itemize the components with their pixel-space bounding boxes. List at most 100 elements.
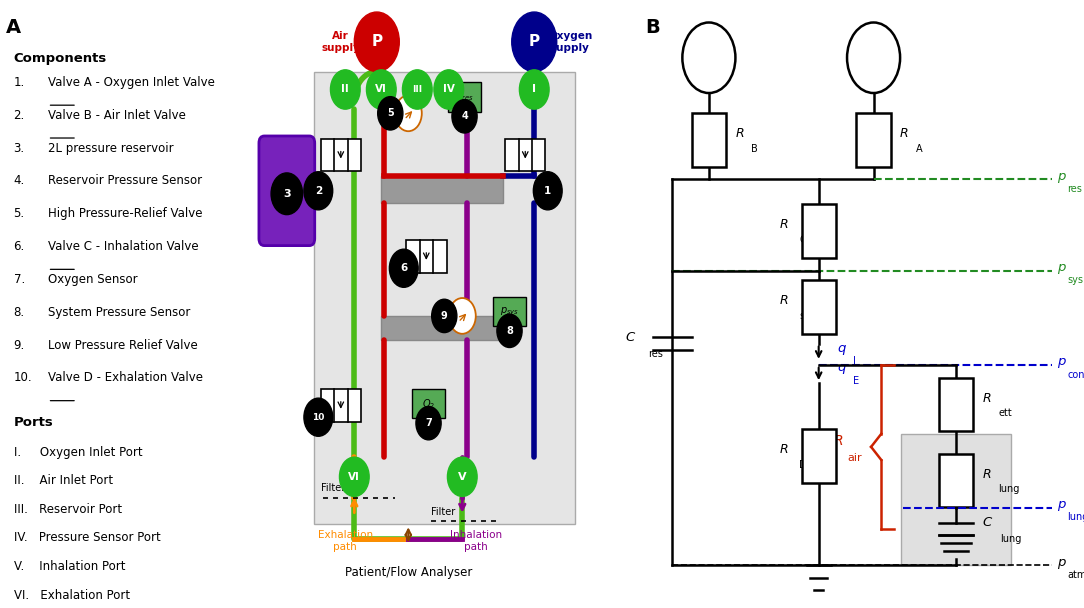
- Text: E: E: [853, 376, 860, 386]
- Text: I.     Oxygen Inlet Port: I. Oxygen Inlet Port: [14, 446, 142, 458]
- Text: Filter: Filter: [430, 507, 455, 517]
- Text: conn: conn: [1067, 370, 1084, 379]
- Text: 1: 1: [544, 186, 552, 196]
- Text: 5: 5: [387, 108, 393, 119]
- Text: p: p: [702, 46, 711, 60]
- Bar: [382, 176, 503, 202]
- Text: A: A: [916, 144, 922, 154]
- Circle shape: [304, 398, 333, 437]
- Text: B: B: [645, 18, 659, 37]
- Text: 7: 7: [425, 418, 431, 428]
- Bar: [801, 280, 836, 334]
- Text: 8.: 8.: [14, 306, 25, 319]
- Text: P: P: [371, 34, 383, 49]
- Text: V: V: [457, 472, 466, 482]
- Text: Filter: Filter: [321, 483, 345, 494]
- Circle shape: [377, 97, 403, 130]
- Bar: [505, 139, 545, 171]
- Bar: [692, 113, 726, 167]
- Bar: [801, 204, 836, 258]
- Text: I: I: [853, 356, 856, 367]
- Text: 3.: 3.: [14, 142, 25, 154]
- Text: C: C: [799, 235, 806, 245]
- Bar: [939, 378, 973, 431]
- Text: res: res: [1067, 184, 1082, 194]
- Text: air: air: [714, 64, 726, 74]
- Text: System Pressure Sensor: System Pressure Sensor: [48, 306, 190, 319]
- Text: 3: 3: [283, 188, 291, 199]
- Circle shape: [519, 70, 550, 109]
- Text: p: p: [1057, 498, 1064, 511]
- Circle shape: [366, 70, 396, 109]
- Circle shape: [402, 70, 433, 109]
- Text: II: II: [341, 85, 349, 94]
- Text: III.   Reservoir Port: III. Reservoir Port: [14, 503, 121, 516]
- Text: 2: 2: [314, 186, 322, 196]
- Bar: [382, 316, 516, 340]
- Text: Patient/Flow Analyser: Patient/Flow Analyser: [345, 565, 472, 579]
- Bar: [801, 429, 836, 483]
- Bar: [314, 72, 575, 525]
- Text: air: air: [848, 453, 862, 463]
- Text: IV.   Pressure Sensor Port: IV. Pressure Sensor Port: [14, 531, 160, 544]
- Circle shape: [304, 171, 333, 210]
- Text: IV: IV: [443, 85, 454, 94]
- Text: P: P: [529, 34, 540, 49]
- Bar: [406, 240, 447, 273]
- Text: sys: sys: [1067, 275, 1083, 285]
- Text: 6.: 6.: [14, 240, 25, 253]
- Text: R: R: [900, 127, 908, 140]
- Text: 5.: 5.: [14, 207, 25, 220]
- FancyBboxPatch shape: [259, 136, 314, 246]
- Circle shape: [533, 171, 563, 210]
- Text: Oxygen Sensor: Oxygen Sensor: [48, 273, 138, 286]
- Circle shape: [395, 95, 422, 131]
- Circle shape: [331, 70, 360, 109]
- FancyBboxPatch shape: [412, 389, 446, 418]
- Circle shape: [416, 407, 441, 440]
- Text: $O_2$: $O_2$: [422, 397, 435, 410]
- Text: $p_{sys}$: $p_{sys}$: [500, 305, 519, 317]
- Text: p: p: [1057, 556, 1064, 569]
- Text: VI.   Exhalation Port: VI. Exhalation Port: [14, 589, 130, 601]
- Text: atm: atm: [1067, 570, 1084, 580]
- Text: Valve D - Exhalation Valve: Valve D - Exhalation Valve: [48, 371, 203, 384]
- Text: R: R: [735, 127, 744, 140]
- Text: q: q: [837, 361, 846, 375]
- Text: s: s: [799, 311, 804, 321]
- Bar: [939, 454, 973, 507]
- Circle shape: [339, 457, 370, 497]
- Text: II.    Air Inlet Port: II. Air Inlet Port: [14, 474, 113, 487]
- Text: 10.: 10.: [14, 371, 33, 384]
- Circle shape: [354, 12, 399, 72]
- Circle shape: [452, 100, 477, 133]
- Text: 4: 4: [461, 111, 468, 122]
- Text: R: R: [982, 468, 991, 481]
- Text: ox: ox: [879, 64, 891, 74]
- Text: p: p: [1057, 355, 1064, 368]
- Text: R: R: [834, 434, 843, 448]
- Text: 7.: 7.: [14, 273, 25, 286]
- Text: A: A: [7, 18, 22, 37]
- Text: VI: VI: [348, 472, 360, 482]
- Text: I: I: [532, 85, 537, 94]
- Text: 9: 9: [441, 311, 448, 321]
- Circle shape: [434, 70, 464, 109]
- Text: lung: lung: [1067, 513, 1084, 522]
- Circle shape: [682, 22, 735, 93]
- Text: Low Pressure Relief Valve: Low Pressure Relief Valve: [48, 339, 197, 351]
- Text: p: p: [1057, 170, 1064, 183]
- Text: lung: lung: [999, 534, 1021, 544]
- Circle shape: [847, 22, 900, 93]
- Circle shape: [431, 299, 456, 333]
- Bar: [856, 113, 891, 167]
- Text: p: p: [867, 46, 876, 60]
- Text: C: C: [982, 516, 992, 530]
- Text: V.    Inhalation Port: V. Inhalation Port: [14, 560, 125, 573]
- Text: 8: 8: [506, 326, 513, 336]
- Text: III: III: [412, 85, 423, 94]
- Circle shape: [448, 457, 477, 497]
- Text: Valve A - Oxygen Inlet Valve: Valve A - Oxygen Inlet Valve: [48, 76, 215, 89]
- Text: Valve C - Inhalation Valve: Valve C - Inhalation Valve: [48, 240, 198, 253]
- Text: res: res: [648, 350, 663, 359]
